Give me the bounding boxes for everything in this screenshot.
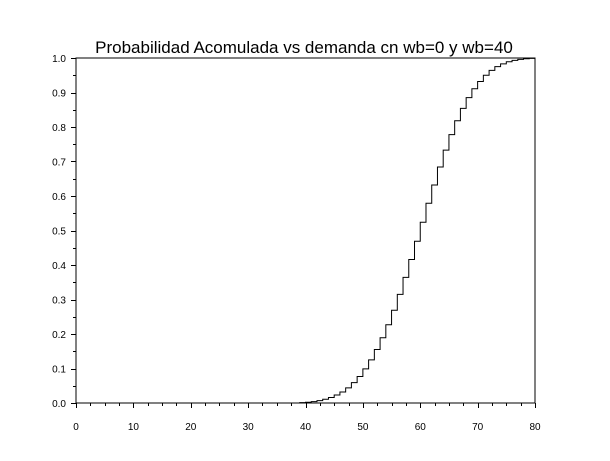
- y-tick-label: 0.6: [52, 192, 66, 203]
- x-tick-label: 20: [185, 422, 197, 433]
- x-tick-label: 30: [243, 422, 255, 433]
- y-tick-label: 0.5: [52, 227, 66, 238]
- series-layer: [294, 57, 535, 404]
- y-tick-label: 0.1: [52, 365, 66, 376]
- y-tick-label: 0.3: [52, 296, 66, 307]
- y-tick-label: 0.4: [52, 261, 66, 272]
- axes: 0 10 20 30 40 50 60 70 80 0.0 0.1 0.2 0.3 0.4 0.5 0.6 0.…: [52, 54, 541, 433]
- chart-title: Probabilidad Acomulada vs demanda cn wb=…: [95, 38, 513, 57]
- x-tick-label: 50: [357, 422, 369, 433]
- x-tick-label: 40: [300, 422, 312, 433]
- y-tick-label: 0.7: [52, 158, 66, 169]
- y-tick-label: 0.2: [52, 330, 66, 341]
- x-tick-label: 70: [472, 422, 484, 433]
- x-tick-label: 60: [415, 422, 427, 433]
- y-tick-label: 0.0: [52, 399, 66, 410]
- plot-frame: [75, 57, 536, 404]
- series-line: [294, 57, 535, 404]
- y-tick-label: 0.8: [52, 123, 66, 134]
- x-tick-label: 10: [128, 422, 140, 433]
- x-tick-label: 80: [529, 422, 541, 433]
- y-tick-label: 1.0: [52, 54, 66, 65]
- x-tick-label: 0: [73, 422, 79, 433]
- y-tick-label: 0.9: [52, 89, 66, 100]
